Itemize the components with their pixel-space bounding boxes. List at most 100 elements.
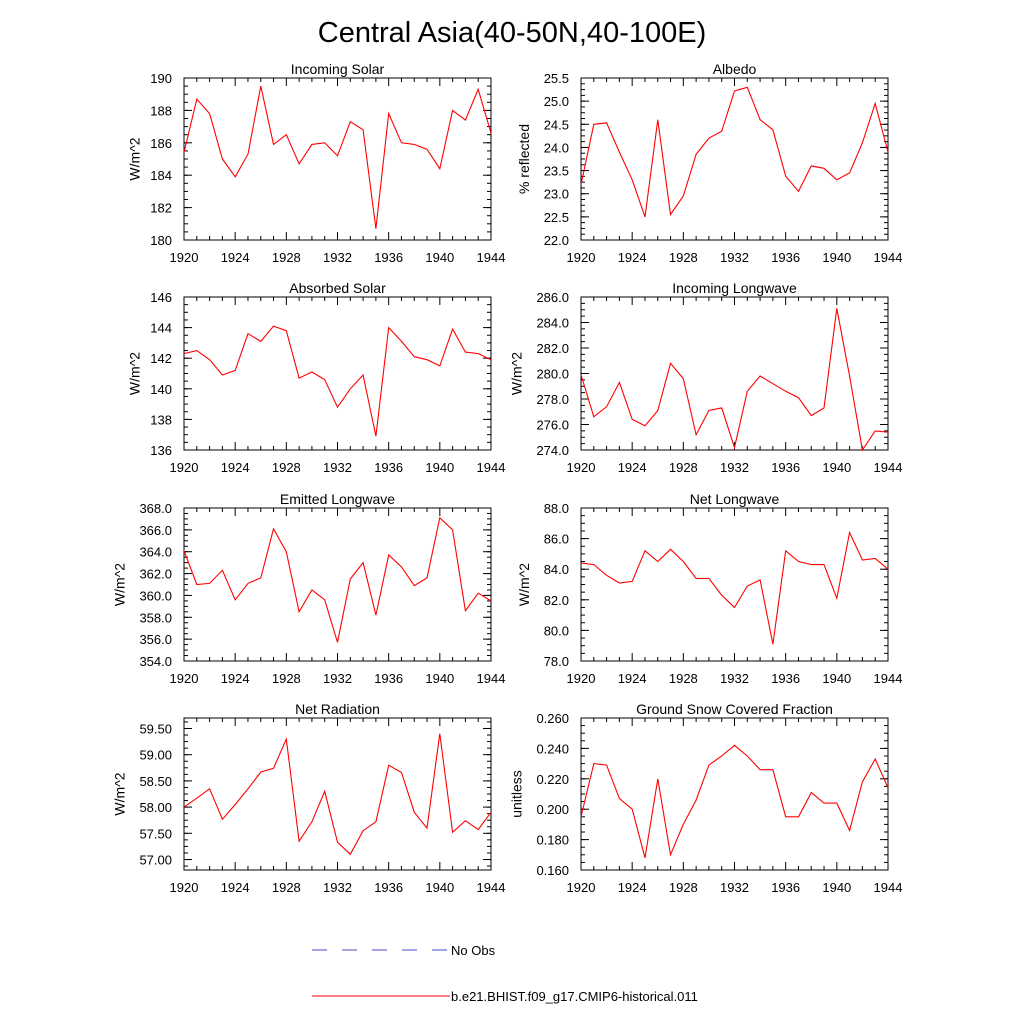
x-tick-label: 1936 <box>374 460 403 475</box>
plot-frame-incoming-longwave <box>580 296 889 451</box>
y-axis-label-net-longwave: W/m^2 <box>516 563 532 606</box>
plot-frame-absorbed-solar <box>183 296 492 451</box>
y-tick-label: 23.0 <box>544 187 569 202</box>
x-tick-label: 1936 <box>771 671 800 686</box>
x-tick-label: 1936 <box>771 460 800 475</box>
panel-title-ground-snow-covered-fraction: Ground Snow Covered Fraction <box>636 701 833 717</box>
series-line-incoming-solar <box>183 85 492 229</box>
y-tick-label: 280.0 <box>536 367 569 382</box>
y-tick-label: 24.0 <box>544 140 569 155</box>
y-tick-label: 86.0 <box>544 532 569 547</box>
x-tick-label: 1924 <box>618 880 647 895</box>
panel-title-albedo: Albedo <box>713 61 757 77</box>
legend-label-no-obs: No Obs <box>451 943 496 958</box>
panel-title-emitted-longwave: Emitted Longwave <box>280 491 395 507</box>
y-tick-label: 278.0 <box>536 392 569 407</box>
x-tick-label: 1932 <box>720 460 749 475</box>
y-tick-label: 188 <box>150 103 172 118</box>
x-tick-label: 1928 <box>669 880 698 895</box>
x-tick-label: 1936 <box>374 250 403 265</box>
panel-emitted-longwave: 1920 1924 1928 1932 1936 1940 1944 354.0 356.0 35… <box>112 491 506 686</box>
y-tick-label: 286.0 <box>536 290 569 305</box>
x-tick-label: 1932 <box>720 250 749 265</box>
x-tick-label: 1936 <box>374 880 403 895</box>
series-line-albedo <box>580 86 889 218</box>
x-tick-label: 1932 <box>323 250 352 265</box>
y-tick-label: 22.0 <box>544 233 569 248</box>
panel-incoming-longwave: 1920 1924 1928 1932 1936 1940 1944 274.0 276.0 27… <box>509 280 903 475</box>
panel-title-net-radiation: Net Radiation <box>295 701 380 717</box>
x-tick-label: 1928 <box>272 250 301 265</box>
y-tick-label: 0.260 <box>536 711 569 726</box>
y-tick-label: 354.0 <box>139 654 172 669</box>
y-tick-label: 25.0 <box>544 94 569 109</box>
y-tick-label: 82.0 <box>544 593 569 608</box>
x-tick-label: 1936 <box>771 880 800 895</box>
x-tick-label: 1920 <box>170 460 199 475</box>
y-tick-label: 22.5 <box>544 210 569 225</box>
y-tick-label: 80.0 <box>544 623 569 638</box>
panels: 1920 1924 1928 1932 1936 1940 1944 180 182 184 186… <box>112 61 903 895</box>
x-tick-label: 1940 <box>822 250 851 265</box>
x-tick-label: 1928 <box>669 250 698 265</box>
figure-title: Central Asia(40-50N,40-100E) <box>318 17 706 49</box>
x-tick-label: 1920 <box>567 250 596 265</box>
series-line-net-radiation <box>183 733 492 856</box>
y-tick-label: 25.5 <box>544 71 569 86</box>
y-tick-label: 364.0 <box>139 545 172 560</box>
x-tick-label: 1920 <box>567 460 596 475</box>
panel-title-absorbed-solar: Absorbed Solar <box>289 280 386 296</box>
series-line-emitted-longwave <box>183 516 492 643</box>
x-tick-label: 1924 <box>221 250 250 265</box>
x-tick-label: 1924 <box>618 671 647 686</box>
y-tick-label: 0.240 <box>536 741 569 756</box>
y-tick-label: 84.0 <box>544 562 569 577</box>
y-tick-label: 184 <box>150 168 172 183</box>
y-tick-label: 186 <box>150 136 172 151</box>
x-tick-label: 1940 <box>425 880 454 895</box>
y-tick-label: 59.00 <box>139 748 172 763</box>
x-tick-label: 1940 <box>822 671 851 686</box>
y-tick-label: 138 <box>150 412 172 427</box>
panel-net-radiation: 1920 1924 1928 1932 1936 1940 1944 57.00 57.50 58… <box>112 701 506 895</box>
plot-frame-net-radiation <box>183 717 492 871</box>
x-tick-label: 1944 <box>477 880 506 895</box>
y-tick-label: 356.0 <box>139 632 172 647</box>
panel-net-longwave: 1920 1924 1928 1932 1936 1940 1944 78.0 80.0 82.0… <box>516 491 902 686</box>
x-tick-label: 1944 <box>874 880 903 895</box>
y-tick-label: 78.0 <box>544 654 569 669</box>
x-tick-label: 1924 <box>618 460 647 475</box>
x-tick-label: 1944 <box>874 460 903 475</box>
x-tick-label: 1944 <box>477 671 506 686</box>
y-tick-label: 24.5 <box>544 117 569 132</box>
y-tick-label: 274.0 <box>536 443 569 458</box>
y-tick-label: 58.50 <box>139 774 172 789</box>
x-tick-label: 1936 <box>374 671 403 686</box>
y-tick-label: 362.0 <box>139 567 172 582</box>
x-tick-label: 1932 <box>323 460 352 475</box>
panel-title-incoming-solar: Incoming Solar <box>291 61 385 77</box>
y-tick-label: 144 <box>150 321 172 336</box>
x-tick-label: 1940 <box>425 460 454 475</box>
x-tick-label: 1928 <box>669 460 698 475</box>
y-tick-label: 0.200 <box>536 802 569 817</box>
y-tick-label: 282.0 <box>536 341 569 356</box>
x-tick-label: 1940 <box>822 460 851 475</box>
x-tick-label: 1936 <box>771 250 800 265</box>
x-tick-label: 1928 <box>272 460 301 475</box>
y-axis-label-incoming-solar: W/m^2 <box>127 137 143 180</box>
series-line-net-longwave <box>580 530 889 645</box>
y-tick-label: 57.00 <box>139 853 172 868</box>
x-tick-label: 1940 <box>822 880 851 895</box>
plot-frame-ground-snow-covered-fraction <box>580 717 889 871</box>
x-tick-label: 1944 <box>874 250 903 265</box>
panel-ground-snow-covered-fraction: 1920 1924 1928 1932 1936 1940 1944 0.160 0.180 0.… <box>509 701 903 895</box>
panel-albedo: 1920 1924 1928 1932 1936 1940 1944 22.0 22.5 23.0… <box>516 61 902 265</box>
panel-incoming-solar: 1920 1924 1928 1932 1936 1940 1944 180 182 184 186… <box>127 61 506 265</box>
y-tick-label: 182 <box>150 201 172 216</box>
y-tick-label: 366.0 <box>139 523 172 538</box>
x-tick-label: 1924 <box>618 250 647 265</box>
y-tick-label: 146 <box>150 290 172 305</box>
x-tick-label: 1920 <box>567 880 596 895</box>
series-line-absorbed-solar <box>183 325 492 437</box>
